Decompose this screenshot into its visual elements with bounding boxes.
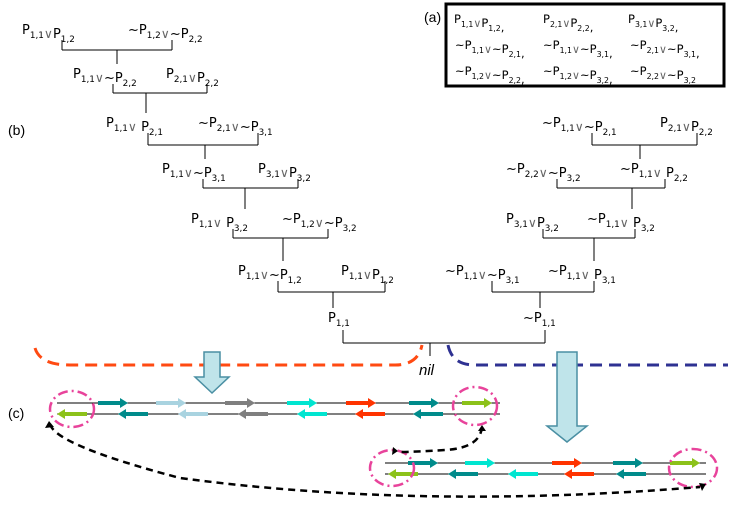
- block1-top-arrow-4: [346, 398, 376, 408]
- block1-left-end-highlight: [48, 389, 96, 429]
- left-tree-level-0-right-clause: ~P1,2∨~P2,2: [128, 23, 203, 45]
- block1-top-arrow-5: [409, 398, 439, 408]
- right-tree-level-1-right-clause: ~P1,1∨ P2,2: [620, 162, 688, 184]
- block2-bottom-arrow-1: [448, 469, 478, 479]
- clause-box-row1-item-1: P2,1∨P2,2,: [543, 12, 593, 34]
- label-b: (b): [8, 122, 25, 138]
- connector-arrowhead-1: [392, 447, 398, 455]
- block2-bottom-arrow-2: [508, 469, 538, 479]
- connector-block1-to-block2: [397, 426, 484, 454]
- right-tree-level-1-left-clause: ~P2,2∨~P3,2: [506, 162, 581, 184]
- block1-bottom-arrow-3: [238, 409, 268, 419]
- right-subtree-boundary: [446, 344, 728, 367]
- connector-arrowhead-1b: [478, 425, 486, 431]
- block2-top-arrow-4: [670, 458, 700, 468]
- left-tree-level-1-left-clause: P1,1∨~P2,2: [73, 67, 137, 89]
- left-tree-level-2-left-clause: P1,1∨ P2,1: [106, 116, 163, 138]
- nil-label: nil: [419, 362, 435, 379]
- final-left-clause: P1,1: [328, 311, 350, 329]
- block1-bottom-arrow-2: [178, 409, 208, 419]
- clause-box-row1-item-0: P1,1∨P1,2,: [454, 12, 504, 34]
- clause-box-row2-item-1: ~P1,1∨~P3,1,: [543, 38, 613, 60]
- right-tree-level-2-right-clause: ~P1,1∨ P3,2: [587, 212, 655, 234]
- left-tree-level-3-right-clause: P3,1∨P3,2: [258, 162, 311, 184]
- block1-top-arrow-0: [98, 398, 128, 408]
- left-tree-level-3-left-clause: P1,1∨~P3,1: [162, 162, 226, 184]
- block1-bottom-arrow-0: [57, 409, 87, 419]
- left-subtree-boundary: [33, 344, 424, 367]
- label-c: (c): [8, 405, 24, 421]
- connector-arrowhead-2: [45, 421, 54, 428]
- clause-box-row3-item-0: ~P1,2∨~P2,2,: [455, 64, 525, 86]
- label-a: (a): [424, 9, 441, 25]
- block2-bottom-arrow-3: [564, 469, 594, 479]
- right-down-arrow: [544, 351, 590, 443]
- block1-top-arrow-1: [156, 398, 186, 408]
- left-tree-level-2-right-clause: ~P2,1∨~P3,1: [198, 116, 273, 138]
- right-tree-level-0-left-clause: ~P1,1∨~P2,1: [542, 116, 617, 138]
- block2-bottom-arrow-4: [616, 469, 646, 479]
- clause-box-row1-item-2: P3,1∨P3,2,: [628, 12, 678, 34]
- block1-top-arrow-2: [225, 398, 255, 408]
- clause-box-row2-item-0: ~P1,1∨~P2,1,: [455, 38, 525, 60]
- connector-arrowhead-3: [699, 483, 706, 491]
- block2-top-arrow-2: [552, 458, 582, 468]
- connector-long-return: [48, 423, 701, 498]
- block1-top-arrow-3: [287, 398, 317, 408]
- left-tree-level-1-right-clause: P2,1∨P2,2: [166, 67, 219, 89]
- right-tree-level-3-left-clause: ~P1,1∨~P3,1: [445, 264, 520, 286]
- clause-box: [444, 2, 726, 88]
- block2-left-end-highlight: [368, 448, 416, 488]
- block1-top-arrow-6: [462, 398, 492, 408]
- block1-right-end-highlight: [451, 385, 499, 427]
- block1-bottom-arrow-6: [413, 409, 443, 419]
- block1-bottom-arrow-4: [297, 409, 327, 419]
- clause-box-row2-item-2: ~P2,1∨~P3,1,: [630, 38, 700, 60]
- block2-top-arrow-1: [465, 458, 495, 468]
- left-tree-level-5-right-clause: P1,1∨P1,2: [341, 264, 394, 286]
- block2-right-end-highlight: [667, 447, 719, 489]
- left-tree-level-5-left-clause: P1,1∨~P1,2: [238, 264, 302, 286]
- right-tree-level-2-left-clause: P3,1∨P3,2: [506, 212, 559, 234]
- block2-top-arrow-3: [613, 458, 643, 468]
- block1-bottom-arrow-5: [355, 409, 385, 419]
- block2-top-arrow-0: [408, 458, 438, 468]
- left-tree-level-0-left-clause: P1,1∨P1,2: [22, 23, 75, 45]
- left-tree-level-4-left-clause: P1,1∨ P3,2: [191, 212, 248, 234]
- left-down-arrow: [193, 351, 231, 395]
- clause-box-row3-item-2: ~P2,2∨~P3,2: [630, 64, 696, 85]
- right-tree-level-0-right-clause: P2,1∨P2,2: [660, 116, 713, 138]
- final-right-clause: ~P1,1: [523, 311, 556, 329]
- left-tree-level-4-right-clause: ~P1,2∨~P3,2: [282, 212, 357, 234]
- block2-bottom-arrow-0: [388, 469, 418, 479]
- block1-bottom-arrow-1: [118, 409, 148, 419]
- right-tree-level-3-right-clause: ~P1,1∨ P3,1: [548, 264, 616, 286]
- clause-box-row3-item-1: ~P1,2∨~P3,2,: [543, 64, 613, 86]
